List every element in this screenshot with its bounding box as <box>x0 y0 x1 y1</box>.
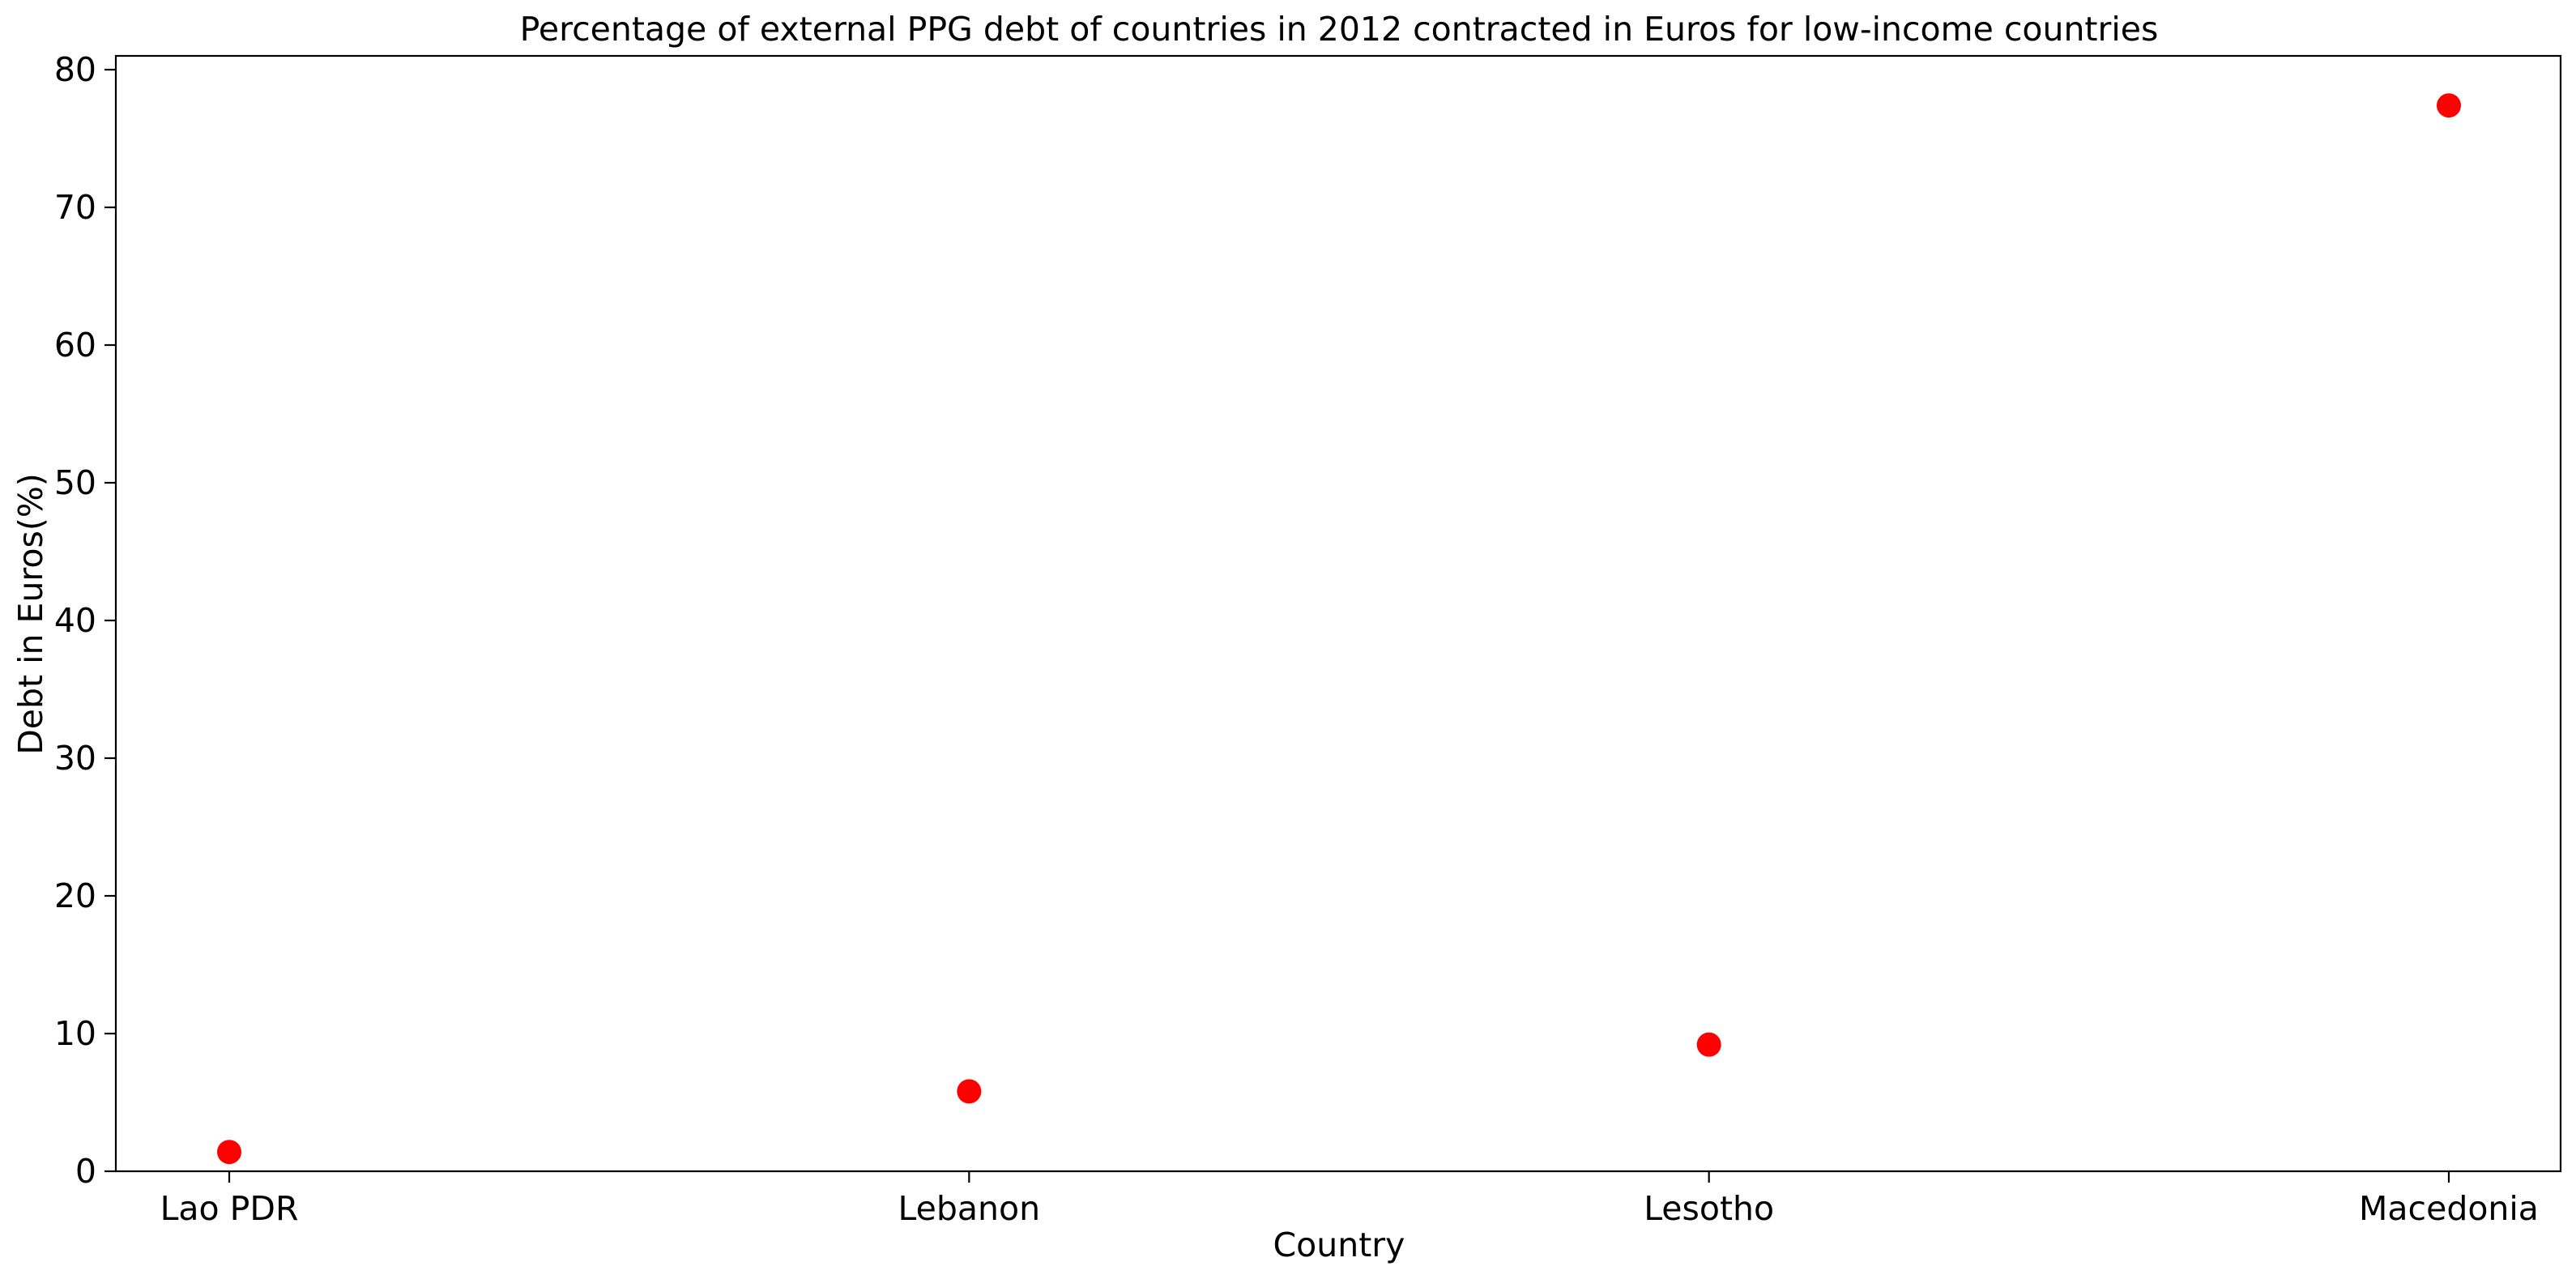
y-tick-label: 80 <box>54 50 96 89</box>
x-tick-label: Lesotho <box>1644 1189 1774 1228</box>
x-tick-label: Lebanon <box>898 1189 1041 1228</box>
x-tick-label: Macedonia <box>2359 1189 2539 1228</box>
y-axis-label: Debt in Euros(%) <box>11 473 50 755</box>
axes-frame <box>114 54 2562 1173</box>
y-tick-label: 50 <box>54 463 96 502</box>
plot-area <box>217 93 2461 1165</box>
y-axis: 0 10 20 30 40 50 60 70 80 <box>54 50 116 1191</box>
y-tick-label: 40 <box>54 601 96 640</box>
y-tick-label: 30 <box>54 739 96 778</box>
y-tick-label: 0 <box>75 1152 96 1191</box>
y-tick-label: 70 <box>54 188 96 227</box>
data-point <box>957 1079 982 1104</box>
x-tick-label: Lao PDR <box>160 1189 299 1228</box>
x-axis: Lao PDR Lebanon Lesotho Macedonia <box>160 1171 2539 1228</box>
x-axis-label: Country <box>1273 1226 1405 1264</box>
data-point <box>1696 1032 1721 1057</box>
y-tick-label: 60 <box>54 326 96 365</box>
data-point <box>2437 93 2461 118</box>
y-tick-label: 10 <box>54 1014 96 1053</box>
data-point <box>217 1140 241 1165</box>
y-tick-label: 20 <box>54 876 96 915</box>
chart-title: Percentage of external PPG debt of count… <box>520 10 2159 49</box>
